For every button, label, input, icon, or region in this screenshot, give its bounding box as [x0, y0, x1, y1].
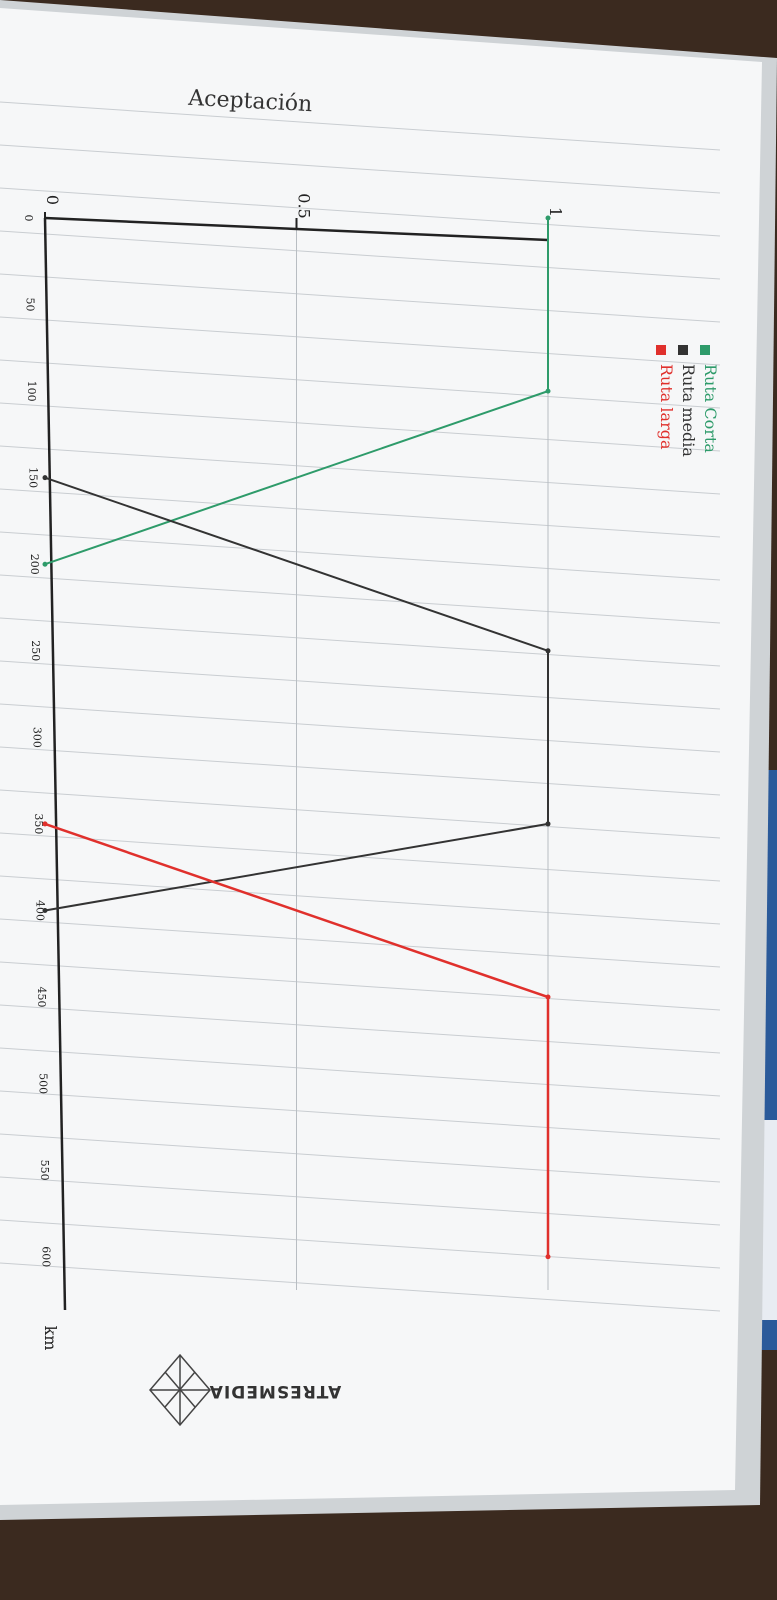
ruled-line: [0, 230, 721, 280]
x-tick-label: 550: [38, 1160, 51, 1181]
series-point: [545, 388, 551, 394]
x-tick-label: 200: [28, 554, 41, 575]
y-tick-label: 0.5: [295, 193, 314, 218]
y-tick-label: 0: [43, 195, 62, 205]
x-ticks: 0 50 100 150 200 250 300 350 400 450 500 550 600: [22, 215, 52, 1268]
series-point: [545, 1254, 551, 1260]
ruled-line: [0, 617, 721, 667]
legend-label: Ruta media: [679, 364, 698, 457]
ruled-line: [0, 531, 721, 581]
ruled-line: [0, 316, 721, 366]
series-group: [42, 215, 551, 1260]
ruled-line: [0, 273, 721, 323]
x-tick-label: 150: [26, 467, 39, 488]
x-tick-label: 350: [32, 813, 45, 834]
y-tick-label: 1: [546, 207, 565, 217]
x-tick-label: 0: [22, 215, 35, 222]
legend-swatch: [656, 345, 666, 355]
ruled-line: [0, 660, 721, 710]
series-point: [545, 648, 551, 654]
ruled-line: [0, 1090, 721, 1140]
chart: 0 50 100 150 200 250 300 350 400 450 500 550 600 0 0.…: [22, 86, 720, 1351]
ruled-line: [0, 703, 721, 753]
ruled-line: [0, 789, 721, 839]
ruled-line: [0, 402, 721, 452]
ruled-line: [0, 1262, 721, 1312]
x-tick-label: 300: [31, 727, 44, 748]
atresmedia-logo: ATRESMEDIA: [149, 1353, 342, 1427]
ruled-line: [0, 359, 721, 409]
logo-mark: [149, 1353, 211, 1427]
series-point: [545, 994, 551, 1000]
y-axis: [43, 217, 67, 1311]
series-point: [545, 821, 551, 827]
ruled-line: [0, 875, 721, 925]
ruled-line: [0, 1219, 721, 1269]
x-tick-label: 450: [35, 987, 48, 1008]
series-point: [42, 821, 48, 827]
ruled-line: [0, 445, 721, 495]
series-point: [42, 561, 48, 567]
x-tick-label: 500: [36, 1073, 49, 1094]
ruled-line: [0, 746, 721, 796]
legend-label: Ruta larga: [657, 364, 676, 450]
ruled-line: [0, 574, 721, 624]
legend-swatch: [700, 345, 710, 355]
ruled-line: [0, 918, 721, 968]
x-tick-label: 250: [29, 640, 42, 661]
x-tick-label: 400: [34, 900, 47, 921]
ruled-line: [0, 1004, 721, 1054]
legend-label: Ruta Corta: [701, 364, 720, 453]
ruled-line: [0, 488, 721, 538]
whiteboard: [0, 8, 762, 1505]
x-tick-label: 50: [23, 298, 36, 312]
x-axis-title: km: [41, 1326, 60, 1351]
series-point: [42, 907, 48, 913]
series-line: [44, 476, 549, 912]
ruled-line: [0, 187, 721, 237]
x-tick-label: 100: [25, 381, 38, 402]
ruled-lines: [0, 101, 721, 1312]
ruled-line: [0, 144, 721, 194]
legend-swatch: [678, 345, 688, 355]
ruled-line: [0, 1047, 721, 1097]
ruled-line: [0, 1133, 721, 1183]
logo-text: ATRESMEDIA: [209, 1381, 342, 1401]
ruled-line: [0, 1176, 721, 1226]
series-point: [545, 215, 551, 221]
series-point: [42, 475, 48, 481]
x-tick-label: 600: [39, 1246, 52, 1267]
ruled-line: [0, 961, 721, 1011]
ruled-line: [0, 101, 721, 151]
